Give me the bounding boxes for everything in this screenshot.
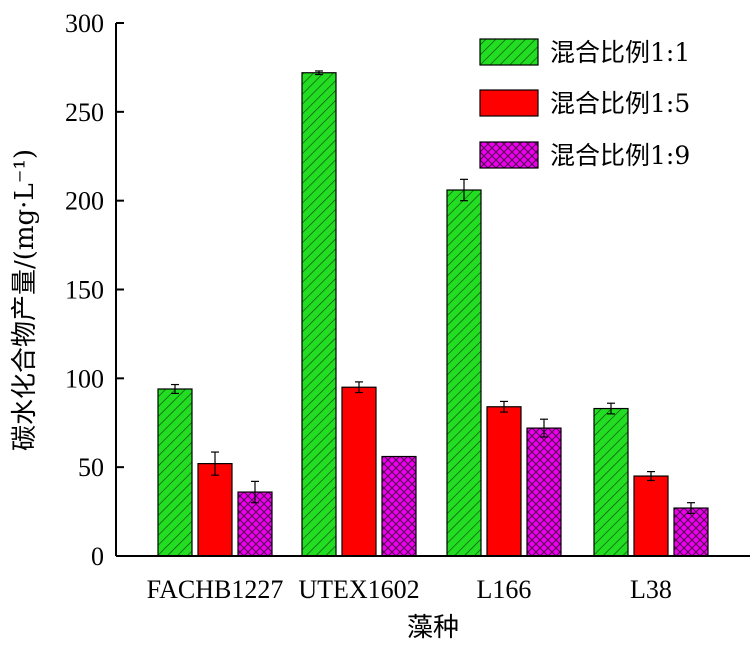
- y-tick-label: 200: [65, 187, 104, 216]
- bar-utex1602-s2: [341, 386, 377, 557]
- bar-l166-s3: [526, 427, 562, 557]
- bar-l38-s1: [593, 407, 629, 557]
- legend-label: 混合比例1:9: [550, 141, 690, 170]
- error-bar: [460, 178, 468, 202]
- x-tick-labels-group: FACHB1227 UTEX1602 L166 L38: [147, 575, 672, 604]
- y-ticks-group: 0 50 100 150 200 250 300: [65, 9, 124, 571]
- bar-fachb1227-s1: [157, 388, 193, 557]
- error-bar: [171, 383, 179, 395]
- error-bar: [647, 471, 655, 482]
- bar-l166-s2: [486, 406, 522, 557]
- x-tick-label: L166: [477, 575, 532, 604]
- legend-swatch: [479, 141, 539, 169]
- legend-swatch: [479, 38, 539, 66]
- bar-l166-s1: [446, 189, 482, 557]
- y-tick-label: 100: [65, 364, 104, 393]
- y-tick-label: 300: [65, 9, 104, 38]
- x-tick-label: UTEX1602: [298, 575, 419, 604]
- x-tick-label: L38: [630, 575, 672, 604]
- legend: 混合比例1:1 混合比例1:5 混合比例1:9: [479, 38, 690, 170]
- y-tick-label: 50: [78, 453, 104, 482]
- legend-label: 混合比例1:1: [550, 38, 690, 67]
- error-bar: [500, 400, 508, 413]
- x-axis-title: 藻种: [407, 613, 459, 643]
- bar-l38-s2: [633, 475, 669, 557]
- error-bar: [355, 381, 363, 394]
- error-bar: [211, 451, 219, 476]
- error-bar: [607, 402, 615, 415]
- error-bars-group: [171, 70, 695, 514]
- error-bar: [251, 480, 259, 504]
- y-axis-title: 碳水化合物产量/(mg·L⁻¹): [10, 149, 40, 451]
- error-bar: [315, 70, 323, 76]
- y-tick-label: 150: [65, 276, 104, 305]
- bar-fachb1227-s2: [197, 463, 233, 557]
- bar-l38-s3: [673, 507, 709, 557]
- legend-swatch: [479, 89, 539, 117]
- bar-utex1602-s3: [381, 455, 417, 557]
- legend-label: 混合比例1:5: [550, 89, 690, 118]
- error-bar: [540, 418, 548, 438]
- bar-utex1602-s1: [301, 72, 337, 557]
- error-bar: [687, 502, 695, 514]
- y-tick-label: 0: [91, 542, 104, 571]
- x-tick-label: FACHB1227: [147, 575, 284, 604]
- y-tick-label: 250: [65, 98, 104, 127]
